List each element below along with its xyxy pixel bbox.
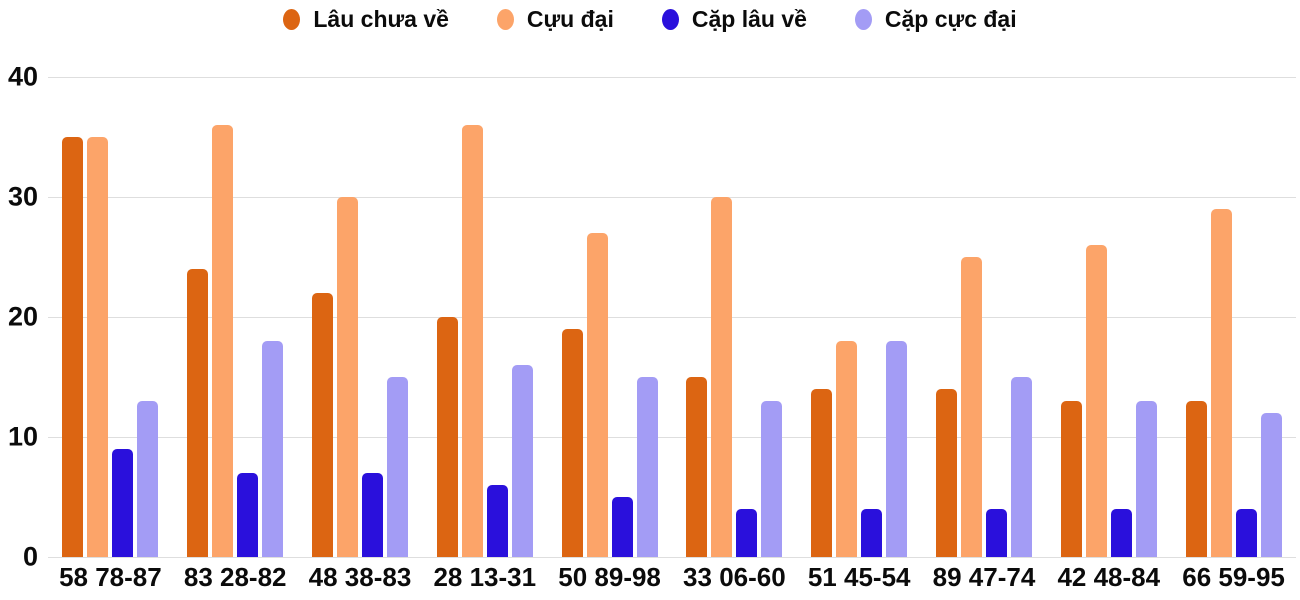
x-category-label: 28 13-31 [433, 562, 537, 592]
y-tick-label: 0 [22, 541, 38, 572]
bar-series-4[interactable] [636, 377, 658, 557]
x-category-label: 33 06-60 [683, 562, 786, 592]
bar-series-1[interactable] [686, 377, 708, 557]
bar-series-3[interactable] [1235, 509, 1257, 557]
x-category-label: 42 48-84 [1057, 562, 1161, 592]
bar-series-1[interactable] [935, 389, 957, 557]
bar-groups [48, 77, 1296, 557]
bar-series-3[interactable] [611, 497, 633, 557]
x-category-label: 83 28-82 [183, 562, 287, 592]
x-category-label: 66 59-95 [1182, 562, 1285, 592]
bar-group [1046, 77, 1171, 557]
bar-series-4[interactable] [137, 401, 159, 557]
bar-series-1[interactable] [1185, 401, 1207, 557]
bar-group [422, 77, 547, 557]
bar-series-3[interactable] [361, 473, 383, 557]
bar-series-2[interactable] [960, 257, 982, 557]
bar-series-1[interactable] [811, 389, 833, 557]
gridline [48, 317, 1296, 318]
bar-series-3[interactable] [486, 485, 508, 557]
bar-series-2[interactable] [1085, 245, 1107, 557]
bar-series-4[interactable] [1135, 401, 1157, 557]
legend-marker-icon [854, 9, 872, 30]
gridline [48, 77, 1296, 78]
legend-label: Cặp lâu về [691, 6, 807, 32]
bar-series-4[interactable] [886, 341, 908, 557]
bar-series-1[interactable] [1060, 401, 1082, 557]
bar-series-2[interactable] [212, 125, 234, 557]
bar-group [298, 77, 423, 557]
legend-marker-icon [661, 9, 679, 30]
legend-item-1[interactable]: Lâu chưa về [283, 6, 449, 33]
bar-series-2[interactable] [586, 233, 608, 557]
gridline [48, 197, 1296, 198]
bar-series-3[interactable] [985, 509, 1007, 557]
bar-series-2[interactable] [336, 197, 358, 557]
y-tick-label: 30 [7, 181, 38, 212]
x-category-label: 89 47-74 [932, 562, 1036, 592]
bar-series-3[interactable] [112, 449, 134, 557]
bar-series-2[interactable] [1210, 209, 1232, 557]
bar-series-1[interactable] [62, 137, 84, 557]
plot-area [48, 77, 1296, 558]
bar-series-2[interactable] [836, 341, 858, 557]
legend-item-3[interactable]: Cặp lâu về [661, 6, 807, 33]
bar-series-2[interactable] [461, 125, 483, 557]
legend-item-4[interactable]: Cặp cực đại [854, 6, 1017, 33]
bar-group [173, 77, 298, 557]
legend-marker-icon [496, 9, 514, 30]
bar-group [672, 77, 797, 557]
y-tick-label: 10 [7, 421, 38, 452]
gridline [48, 557, 1296, 558]
bar-series-3[interactable] [736, 509, 758, 557]
bar-series-4[interactable] [262, 341, 284, 557]
bar-series-3[interactable] [861, 509, 883, 557]
x-category-label: 58 78-87 [59, 562, 162, 592]
bar-series-2[interactable] [87, 137, 109, 557]
legend-label: Lâu chưa về [313, 6, 449, 32]
bar-group [797, 77, 922, 557]
bar-group [922, 77, 1047, 557]
bar-series-4[interactable] [386, 377, 408, 557]
gridline [48, 437, 1296, 438]
bar-series-1[interactable] [311, 293, 333, 557]
legend-item-2[interactable]: Cựu đại [496, 6, 614, 33]
bar-series-2[interactable] [711, 197, 733, 557]
bar-series-4[interactable] [1010, 377, 1032, 557]
bar-series-4[interactable] [1260, 413, 1282, 557]
y-tick-label: 20 [7, 301, 38, 332]
legend-label: Cặp cực đại [884, 6, 1017, 32]
bar-series-3[interactable] [237, 473, 259, 557]
x-category-label: 48 38-83 [308, 562, 412, 592]
bar-series-1[interactable] [561, 329, 583, 557]
bar-series-1[interactable] [187, 269, 209, 557]
legend-label: Cựu đại [526, 6, 614, 32]
bar-group [547, 77, 672, 557]
x-category-label: 51 45-54 [807, 562, 911, 592]
bar-series-4[interactable] [761, 401, 783, 557]
bar-series-1[interactable] [436, 317, 458, 557]
bar-series-4[interactable] [511, 365, 533, 557]
bar-group [1171, 77, 1296, 557]
bar-series-3[interactable] [1110, 509, 1132, 557]
y-tick-label: 40 [7, 61, 38, 92]
legend-marker-icon [283, 9, 301, 30]
x-category-label: 50 89-98 [558, 562, 661, 592]
bar-group [48, 77, 173, 557]
chart-legend: Lâu chưa về Cựu đại Cặp lâu về Cặp cực đại [0, 6, 1300, 33]
x-axis: 58 78-87 83 28-82 48 38-83 28 13-31 50 89-98… [48, 562, 1296, 593]
